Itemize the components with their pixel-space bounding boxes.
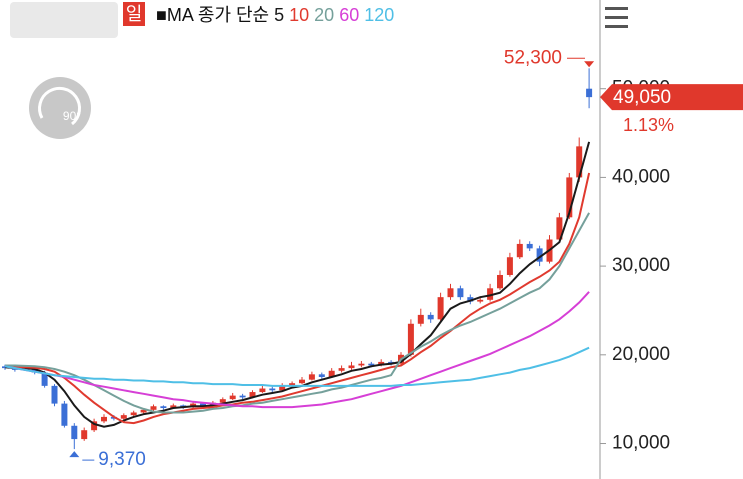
candle-body [279, 385, 286, 391]
candle-body [477, 299, 484, 302]
legend-entry: 10 [289, 5, 309, 25]
candle-body [91, 421, 98, 431]
candle-body [61, 403, 68, 426]
candle-body [259, 388, 266, 393]
blurred-stock-name [10, 2, 118, 38]
candle-body [140, 409, 147, 413]
candle-body [269, 388, 276, 391]
y-tick-label: 40,000 [612, 166, 670, 187]
candle-body [219, 399, 226, 403]
legend-entry: 5 [274, 5, 284, 25]
candle-body [526, 243, 533, 249]
y-tick-label: 10,000 [612, 433, 670, 454]
candle-body [576, 146, 583, 178]
candle-body [299, 379, 305, 384]
candle-body [239, 395, 246, 398]
candle-body [497, 274, 503, 289]
candle-body [160, 406, 167, 409]
candle-body [586, 88, 593, 98]
candle-body [101, 416, 107, 422]
candle-body [358, 363, 365, 366]
candle-body [318, 374, 325, 377]
candle-body [566, 177, 573, 218]
legend-entry: 60 [339, 5, 359, 25]
candle-body [120, 415, 127, 419]
candle-body [150, 406, 157, 410]
ma-legend: ■MA 종가 단순 5 10 20 60 120 [156, 5, 394, 25]
candle-body [467, 297, 474, 302]
candle-body [368, 363, 375, 366]
menu-icon[interactable] [605, 7, 628, 28]
candle-body [348, 365, 355, 369]
low-arrow [69, 451, 80, 458]
legend-entry: 20 [314, 5, 334, 25]
low-label: 9,370 [98, 449, 146, 470]
candle-body [417, 314, 424, 324]
candle-body [51, 385, 58, 404]
ma-line [4, 291, 590, 409]
ma-line [5, 212, 590, 414]
y-tick-label: 30,000 [612, 255, 670, 276]
candle-body [536, 248, 543, 262]
candle-body [170, 405, 177, 409]
candle-body [71, 425, 78, 440]
candle-body [457, 288, 464, 298]
candle-body [556, 217, 563, 240]
y-tick-label: 20,000 [612, 344, 670, 365]
candle-body [328, 370, 335, 377]
ma-line [4, 172, 591, 425]
candle-body [437, 297, 444, 320]
rotate-button[interactable]: 90° [29, 77, 91, 139]
candle-body [41, 372, 48, 386]
high-label: 52,300 [504, 47, 562, 68]
period-label[interactable]: 일 [126, 4, 143, 24]
legend-entry: 120 [364, 5, 394, 25]
candle-body [249, 392, 256, 398]
candle-body [407, 323, 414, 355]
rotate-label[interactable]: 90° [63, 109, 81, 123]
candle-body [229, 395, 236, 400]
last-price-label: 49,050 [613, 87, 671, 108]
legend-prefix: ■MA 종가 단순 [156, 5, 269, 25]
candle-body [308, 374, 315, 380]
last-price-tag [600, 84, 743, 111]
candle-body [200, 403, 206, 407]
period-badge[interactable] [123, 2, 145, 26]
candle-body [338, 368, 345, 371]
candle-body [81, 430, 88, 440]
candle-body [516, 243, 523, 258]
candle-body [487, 288, 494, 300]
change-label: 1.13% [623, 115, 674, 135]
candle-body [506, 257, 513, 275]
candle-body [427, 314, 434, 320]
candle-body [447, 288, 454, 298]
high-arrow [584, 61, 595, 68]
candle-body [130, 412, 137, 416]
ma-line [4, 346, 590, 387]
candle-body [289, 383, 296, 386]
